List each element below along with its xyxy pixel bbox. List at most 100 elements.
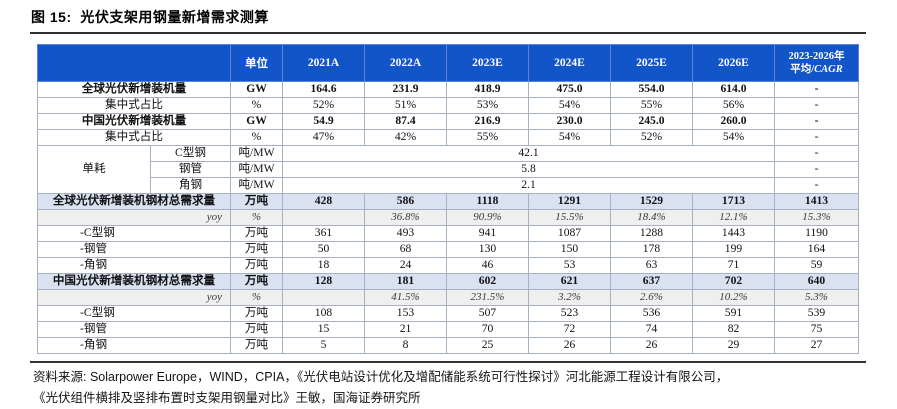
value-cell: 54%: [528, 129, 611, 146]
unit-cell: GW: [230, 81, 283, 98]
merged-value-cell: 5.8: [282, 161, 775, 178]
value-cell: 418.9: [446, 81, 529, 98]
cagr-cell: -: [774, 129, 859, 146]
row-label: yoy: [37, 209, 231, 226]
value-cell: 26: [528, 337, 611, 354]
value-cell: 493: [364, 225, 447, 242]
cagr-cell: 27: [774, 337, 859, 354]
unit-cell: GW: [230, 113, 283, 130]
value-cell: 523: [528, 305, 611, 322]
title-divider: [30, 32, 866, 34]
value-cell: 50: [282, 241, 365, 258]
cagr-header-line1: 2023-2026年: [788, 51, 845, 62]
unit-cell: %: [230, 97, 283, 114]
value-cell: 82: [692, 321, 775, 338]
row-label: -角钢: [37, 337, 231, 354]
table-row: 钢管 吨/MW 5.8-: [38, 161, 859, 178]
value-cell: 8: [364, 337, 447, 354]
row-label: -钢管: [37, 321, 231, 338]
cagr-cell: 164: [774, 241, 859, 258]
value-cell: 18: [282, 257, 365, 274]
value-cell: 52%: [282, 97, 365, 114]
row-label: 集中式占比: [37, 97, 231, 114]
column-header-year: 2026E: [692, 44, 775, 82]
value-cell: 46: [446, 257, 529, 274]
value-cell: 1443: [692, 225, 775, 242]
unit-cell: 万吨: [230, 305, 283, 322]
unit-cell: 万吨: [230, 273, 283, 290]
row-label: 中国光伏新增装机量: [37, 113, 231, 130]
value-cell: 71: [692, 257, 775, 274]
unit-cell: 吨/MW: [230, 145, 283, 162]
value-cell: 245.0: [610, 113, 693, 130]
value-cell: 1291: [528, 193, 611, 210]
value-cell: 24: [364, 257, 447, 274]
value-cell: 614.0: [692, 81, 775, 98]
unit-cell: %: [230, 209, 283, 226]
unit-cell: 万吨: [230, 241, 283, 258]
value-cell: 428: [282, 193, 365, 210]
row-label: 集中式占比: [37, 129, 231, 146]
value-cell: 47%: [282, 129, 365, 146]
value-cell: 25: [446, 337, 529, 354]
unit-cell: 万吨: [230, 321, 283, 338]
table-row: 中国光伏新增装机量 GW 54.9 87.4 216.9 230.0 245.0 260.0-: [37, 113, 859, 130]
value-cell: 36.8%: [364, 209, 447, 226]
table-row: 单耗 C型钢 吨/MW 42.1-: [37, 145, 859, 194]
value-cell: 554.0: [610, 81, 693, 98]
row-label: -C型钢: [37, 225, 231, 242]
unit-cell: 万吨: [230, 337, 283, 354]
figure-title: 图 15: 光伏支架用钢量新增需求测算: [31, 9, 269, 25]
value-cell: 586: [364, 193, 447, 210]
value-cell: 1087: [528, 225, 611, 242]
steel-demand-table-wrap: 单位 2021A 2022A 2023E 2024E 2025E 2026E 2…: [37, 44, 859, 354]
unit-cell: %: [230, 129, 283, 146]
table-row: -C型钢 万吨 108 153 507 523 536 591 539: [37, 305, 859, 322]
value-cell: [282, 289, 365, 306]
value-cell: 54.9: [282, 113, 365, 130]
value-cell: 231.9: [364, 81, 447, 98]
cagr-cell: -: [774, 81, 859, 98]
table-row: 中国光伏新增装机钢材总需求量 万吨 128 181 602 621 637 702 640: [37, 273, 859, 290]
value-cell: 130: [446, 241, 529, 258]
row-label: C型钢: [150, 145, 231, 162]
value-cell: 55%: [446, 129, 529, 146]
value-cell: 231.5%: [446, 289, 529, 306]
row-label: -钢管: [37, 241, 231, 258]
table-row: -钢管 万吨 15 21 70 72 74 82 75: [37, 321, 859, 338]
value-cell: 51%: [364, 97, 447, 114]
value-cell: 87.4: [364, 113, 447, 130]
value-cell: 591: [692, 305, 775, 322]
value-cell: 15: [282, 321, 365, 338]
value-cell: 475.0: [528, 81, 611, 98]
footer-divider: [30, 361, 866, 363]
value-cell: 230.0: [528, 113, 611, 130]
value-cell: 941: [446, 225, 529, 242]
value-cell: 56%: [692, 97, 775, 114]
value-cell: 260.0: [692, 113, 775, 130]
steel-demand-table: 单位 2021A 2022A 2023E 2024E 2025E 2026E 2…: [37, 44, 859, 354]
column-header-year: 2023E: [446, 44, 529, 82]
table-row: yoy% 36.8% 90.9% 15.5% 18.4% 12.1% 15.3%: [37, 209, 859, 226]
row-label: -C型钢: [37, 305, 231, 322]
row-label: -角钢: [37, 257, 231, 274]
row-label: 全球光伏新增装机量: [37, 81, 231, 98]
cagr-cell: 5.3%: [774, 289, 859, 306]
table-row: 全球光伏新增装机钢材总需求量 万吨 428 586 1118 1291 1529 1713 14…: [37, 193, 859, 210]
value-cell: 53%: [446, 97, 529, 114]
table-row: 集中式占比% 47% 42% 55% 54% 52% 54% -: [37, 129, 859, 146]
value-cell: 41.5%: [364, 289, 447, 306]
table-row: 全球光伏新增装机量 GW 164.6 231.9 418.9 475.0 554.0 614.…: [37, 81, 859, 98]
value-cell: 55%: [610, 97, 693, 114]
unit-cell: 吨/MW: [230, 177, 283, 194]
table-row: -C型钢 万吨 361 493 941 1087 1288 1443 1190: [37, 225, 859, 242]
column-header-year: 2024E: [528, 44, 611, 82]
value-cell: 1713: [692, 193, 775, 210]
source-note: 资料来源: Solarpower Europe，WIND，CPIA，《光伏电站设…: [33, 367, 879, 409]
value-cell: 637: [610, 273, 693, 290]
cagr-cell: 75: [774, 321, 859, 338]
value-cell: 181: [364, 273, 447, 290]
value-cell: 54%: [692, 129, 775, 146]
column-header-unit: 单位: [230, 44, 283, 82]
row-label: 全球光伏新增装机钢材总需求量: [37, 193, 231, 210]
